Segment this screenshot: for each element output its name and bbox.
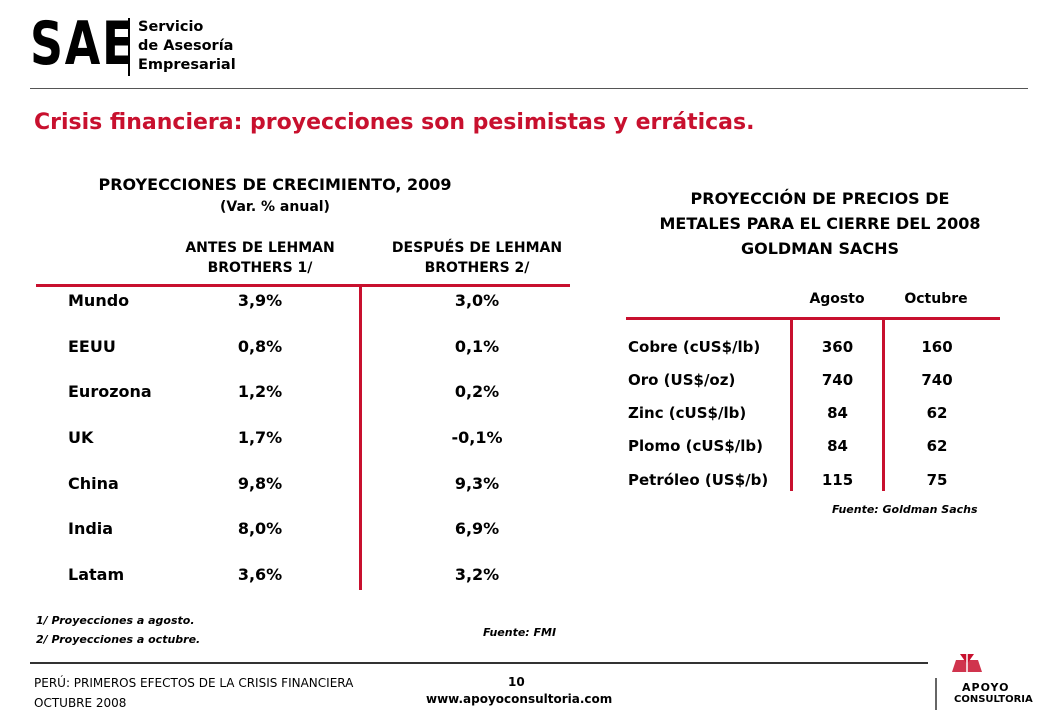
column-header-despues: DESPUÉS DE LEHMAN BROTHERS 2/: [362, 238, 592, 278]
metal-value-agosto: 740: [821, 371, 854, 389]
column-header-agosto: Agosto: [809, 291, 865, 307]
table-row: Oro (US$/oz) 740 740: [0, 371, 1040, 393]
table-row: Zinc (cUS$/lb) 84 62: [0, 404, 1040, 426]
page-number: 10: [508, 675, 525, 689]
column-header-antes-line-1: ANTES DE LEHMAN: [185, 240, 335, 256]
row-country: Latam: [68, 565, 125, 584]
column-header-octubre: Octubre: [904, 291, 968, 307]
row-value-antes: 9,8%: [237, 474, 283, 493]
table-row: Plomo (cUS$/lb) 84 62: [0, 437, 1040, 459]
metals-table-column-rule-1: [790, 317, 793, 491]
table-row: Cobre (cUS$/lb) 360 160: [0, 338, 1040, 360]
logo-sub-line-3: Empresarial: [138, 57, 236, 73]
metals-table-title: PROYECCIÓN DE PRECIOS DE METALES PARA EL…: [600, 186, 1040, 261]
page-title: Crisis financiera: proyecciones son pesi…: [34, 110, 755, 135]
growth-table-subtitle: (Var. % anual): [220, 199, 330, 215]
row-value-antes: 1,7%: [237, 428, 283, 447]
row-value-antes: 1,2%: [237, 382, 283, 401]
metal-name: Plomo (cUS$/lb): [628, 437, 763, 455]
growth-table-column-rule: [359, 284, 362, 590]
growth-table-header-rule: [36, 284, 570, 287]
apoyo-brand-sub: CONSULTORIA: [954, 694, 1033, 705]
website-link[interactable]: www.apoyoconsultoria.com: [426, 692, 613, 706]
metals-table-source: Fuente: Goldman Sachs: [832, 503, 978, 516]
apoyo-logo-mark: [935, 654, 982, 710]
table-row: Petróleo (US$/b) 115 75: [0, 471, 1040, 493]
footnote-2: 2/ Proyecciones a octubre.: [36, 633, 201, 646]
footnote-1: 1/ Proyecciones a agosto.: [36, 614, 195, 627]
metal-value-octubre: 75: [926, 471, 948, 489]
apoyo-brand-name: APOYO: [962, 681, 1010, 694]
logo-separator: [128, 18, 130, 76]
row-value-despues: 9,3%: [454, 474, 500, 493]
sae-logo-subtitle: Servicio de Asesoría Empresarial: [138, 18, 236, 75]
logo-sub-line-1: Servicio: [138, 19, 204, 35]
table-row: Latam 3,6% 3,2%: [0, 565, 1040, 589]
column-header-antes-line-2: BROTHERS 1/: [207, 260, 313, 276]
logo-sub-line-2: de Asesoría: [138, 38, 234, 54]
row-value-antes: 0,8%: [237, 337, 283, 356]
row-country: Mundo: [68, 291, 130, 310]
metal-value-octubre: 740: [921, 371, 953, 389]
metal-name: Petróleo (US$/b): [628, 471, 769, 489]
metal-name: Oro (US$/oz): [628, 371, 736, 389]
metals-table-header-rule: [626, 317, 1000, 320]
header-divider: [30, 88, 1028, 89]
row-country: China: [68, 474, 119, 493]
table-row: India 8,0% 6,9%: [0, 519, 1040, 543]
metals-title-line-1: PROYECCIÓN DE PRECIOS DE: [690, 189, 950, 208]
column-header-despues-line-1: DESPUÉS DE LEHMAN: [391, 240, 563, 256]
table-row: China 9,8% 9,3%: [0, 474, 1040, 498]
metal-value-octubre: 62: [926, 437, 948, 455]
row-value-despues: 0,1%: [454, 337, 500, 356]
column-header-antes: ANTES DE LEHMAN BROTHERS 1/: [160, 238, 360, 278]
row-value-despues: 6,9%: [454, 519, 500, 538]
row-value-despues: 3,0%: [454, 291, 500, 310]
table-row: Eurozona 1,2% 0,2%: [0, 382, 1040, 406]
sae-logo: SAE: [30, 9, 136, 79]
metal-value-agosto: 84: [827, 437, 848, 455]
table-row: Mundo 3,9% 3,0%: [0, 291, 1040, 315]
row-country: Eurozona: [68, 382, 152, 401]
growth-table-source: Fuente: FMI: [483, 626, 557, 639]
row-country: UK: [68, 428, 94, 447]
footnotes: 1/ Proyecciones a agosto. 2/ Proyeccione…: [36, 611, 200, 649]
growth-table-title: PROYECCIONES DE CRECIMIENTO, 2009: [98, 175, 452, 194]
footer-document-info: PERÚ: PRIMEROS EFECTOS DE LA CRISIS FINA…: [34, 673, 353, 713]
metal-name: Zinc (cUS$/lb): [628, 404, 747, 422]
column-header-despues-line-2: BROTHERS 2/: [424, 260, 530, 276]
metals-title-line-2: METALES PARA EL CIERRE DEL 2008: [659, 214, 981, 233]
row-value-despues: 3,2%: [454, 565, 500, 584]
metal-name: Cobre (cUS$/lb): [628, 338, 761, 356]
table-row: EEUU 0,8% 0,1%: [0, 337, 1040, 361]
row-value-despues: 0,2%: [454, 382, 500, 401]
row-value-antes: 3,9%: [237, 291, 283, 310]
metals-title-line-3: GOLDMAN SACHS: [740, 239, 900, 258]
row-value-despues: -0,1%: [451, 428, 503, 447]
metal-value-octubre: 160: [921, 338, 953, 356]
metal-value-agosto: 115: [821, 471, 854, 489]
metals-table-column-rule-2: [882, 317, 885, 491]
row-country: EEUU: [68, 337, 116, 356]
footer-line-2: OCTUBRE 2008: [34, 696, 127, 710]
row-value-antes: 8,0%: [237, 519, 283, 538]
metal-value-octubre: 62: [926, 404, 948, 422]
footer-line-1: PERÚ: PRIMEROS EFECTOS DE LA CRISIS FINA…: [34, 676, 354, 690]
row-value-antes: 3,6%: [237, 565, 283, 584]
metal-value-agosto: 84: [827, 404, 848, 422]
table-row: UK 1,7% -0,1%: [0, 428, 1040, 452]
metal-value-agosto: 360: [821, 338, 854, 356]
footer-divider: [30, 662, 928, 664]
row-country: India: [68, 519, 114, 538]
